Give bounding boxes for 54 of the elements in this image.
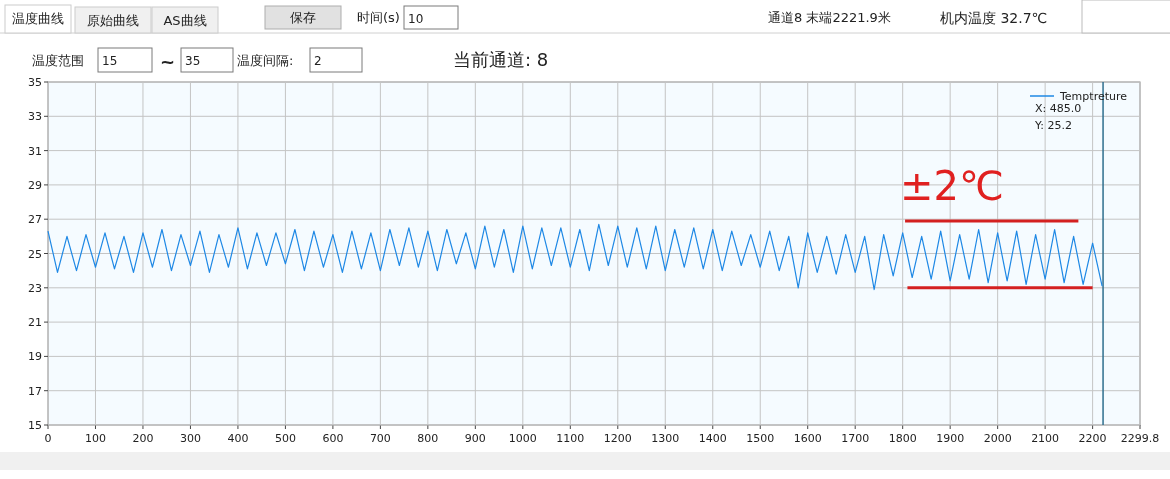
text: 当前通道: 8 [453, 49, 549, 70]
text: 温度间隔: [237, 53, 294, 68]
x-tick-label: 700 [369, 432, 391, 445]
x-tick-label: 1200 [603, 432, 632, 445]
line-series [47, 223, 1103, 291]
x-tick-label: 2000 [983, 432, 1012, 445]
x-tick-label: 400 [227, 432, 249, 445]
text: 35 [185, 54, 201, 68]
annotation: X: 485.0 [1035, 102, 1082, 115]
x-tick-label: 1400 [698, 432, 727, 445]
y-tick-label: 23 [28, 281, 42, 295]
x-tick-label: 200 [132, 432, 154, 445]
x-tick-label: 900 [464, 432, 486, 445]
x-tick-label: 1300 [651, 432, 680, 445]
x-tick-label: 1700 [841, 432, 870, 445]
y-tick-label: 17 [28, 384, 42, 398]
x-tick-label: 1800 [888, 432, 917, 445]
text: 2 [314, 54, 322, 68]
text: 时间(s) [357, 10, 400, 25]
text: 15 [102, 54, 118, 68]
x-tick-label: 1000 [508, 432, 537, 445]
x-tick-label: 1500 [746, 432, 775, 445]
y-tick-label: 31 [28, 144, 42, 158]
text: 通道8 末端2221.9米 [768, 10, 891, 25]
x-tick-label: 2100 [1031, 432, 1060, 445]
x-tick-label: 1600 [793, 432, 822, 445]
x-tick-label: 2299.8 [1120, 432, 1160, 445]
annotation: ±2℃ [900, 163, 1004, 209]
text: 10 [408, 12, 424, 26]
text: 机内温度 32.7℃ [940, 10, 1048, 26]
text: AS曲线 [163, 13, 207, 28]
y-tick-label: 27 [28, 213, 42, 227]
annotation: Y: 25.2 [1034, 119, 1072, 132]
y-tick-label: 29 [28, 178, 42, 192]
x-tick-label: 600 [322, 432, 344, 445]
x-tick-label: 1900 [936, 432, 965, 445]
x-tick-label: 300 [179, 432, 201, 445]
x-tick-label: 0 [44, 432, 52, 445]
text: ~ [160, 51, 176, 72]
y-tick-label: 19 [28, 350, 42, 364]
y-tick-label: 15 [28, 419, 42, 432]
x-tick-label: 800 [417, 432, 439, 445]
text: 温度曲线 [12, 11, 64, 26]
x-tick-label: 500 [274, 432, 296, 445]
x-tick-label: 100 [84, 432, 106, 445]
y-tick-label: 25 [28, 247, 42, 261]
x-tick-label: 2200 [1078, 432, 1107, 445]
y-tick-label: 35 [28, 76, 42, 89]
y-tick-label: 21 [28, 316, 42, 330]
text: 保存 [290, 10, 316, 25]
text: 温度范围 [32, 53, 84, 68]
y-tick-label: 33 [28, 110, 42, 124]
text: 原始曲线 [87, 13, 139, 28]
x-tick-label: 1100 [556, 432, 585, 445]
